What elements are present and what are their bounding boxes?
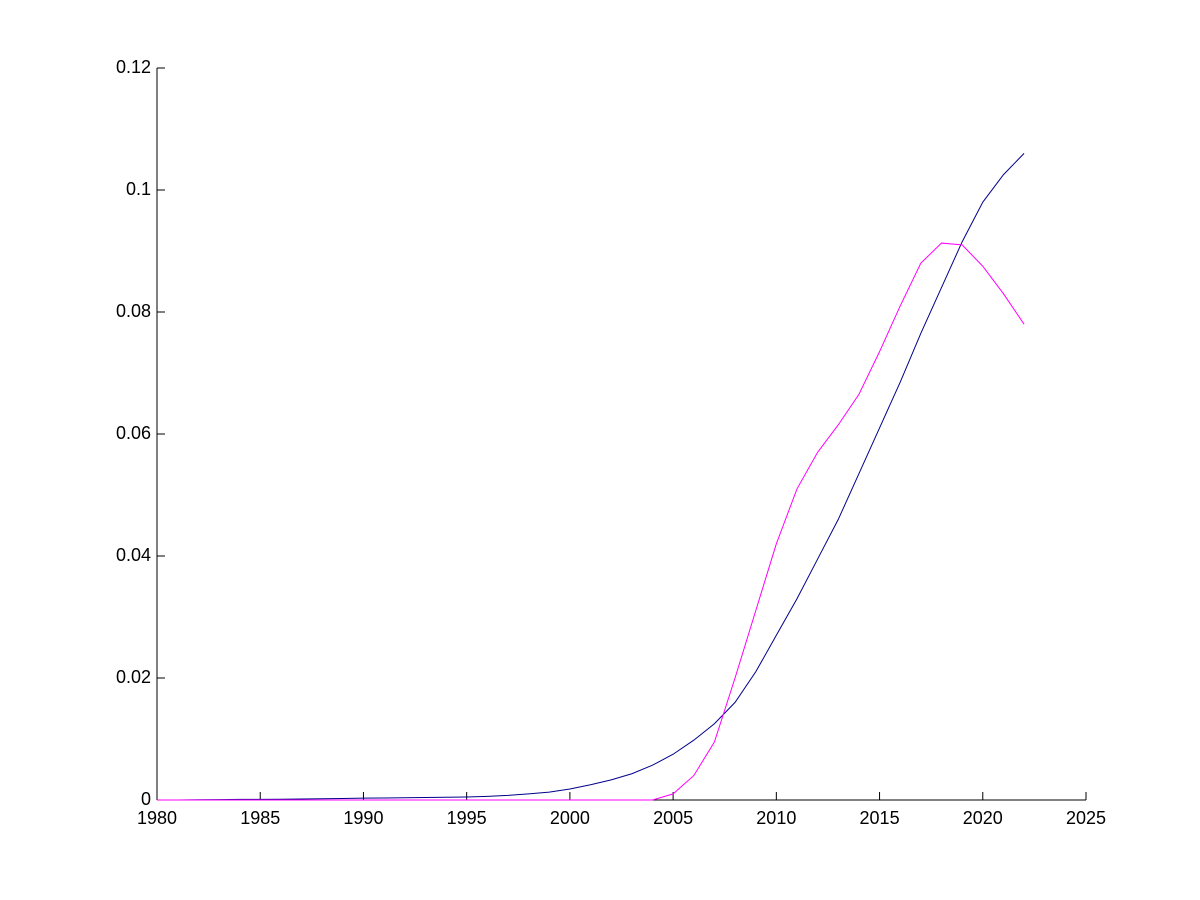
data-line [157, 242, 1025, 801]
y-tick-label: 0.12 [116, 57, 151, 77]
data-line [157, 153, 1025, 801]
x-tick-label: 2010 [756, 808, 796, 828]
x-tick-label: 2000 [550, 808, 590, 828]
y-tick-label: 0.08 [116, 301, 151, 321]
x-tick-label: 1980 [137, 808, 177, 828]
x-tick-label: 2015 [860, 808, 900, 828]
x-tick-label: 1985 [240, 808, 280, 828]
x-tick-label: 1995 [447, 808, 487, 828]
y-tick-label: 0.1 [126, 179, 151, 199]
x-tick-label: 1990 [343, 808, 383, 828]
x-tick-label: 2020 [963, 808, 1003, 828]
y-tick-label: 0.04 [116, 545, 151, 565]
x-tick-label: 2005 [653, 808, 693, 828]
x-tick-label: 2025 [1066, 808, 1106, 828]
y-tick-label: 0.06 [116, 423, 151, 443]
y-tick-label: 0.02 [116, 667, 151, 687]
y-tick-label: 0 [141, 789, 151, 809]
